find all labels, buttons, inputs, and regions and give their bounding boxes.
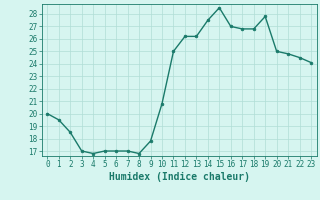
X-axis label: Humidex (Indice chaleur): Humidex (Indice chaleur) [109,172,250,182]
